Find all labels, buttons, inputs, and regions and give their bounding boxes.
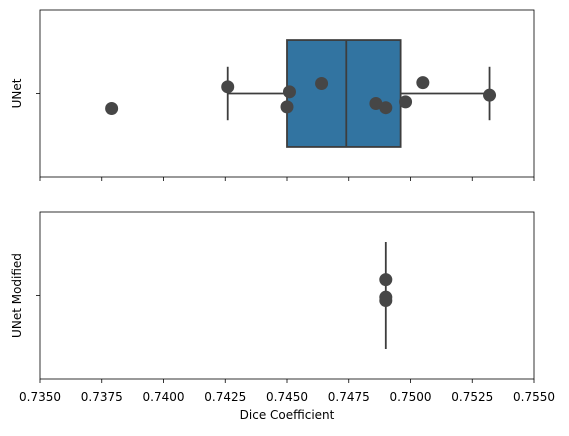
- x-tick-label: 0.7525: [451, 390, 493, 404]
- data-point: [379, 294, 393, 308]
- data-point: [399, 95, 413, 109]
- x-tick-label: 0.7550: [513, 390, 555, 404]
- y-axis-label: UNet: [10, 78, 24, 108]
- data-point: [282, 85, 296, 99]
- data-point: [379, 273, 393, 287]
- data-point: [416, 76, 430, 90]
- data-point: [280, 100, 294, 114]
- x-tick-label: 0.7400: [143, 390, 185, 404]
- x-tick-label: 0.7450: [266, 390, 308, 404]
- x-tick-label: 0.7475: [328, 390, 370, 404]
- data-point: [315, 76, 329, 90]
- x-axis-label: Dice Coefficient: [240, 408, 335, 422]
- data-point: [369, 97, 383, 111]
- iqr-box: [286, 39, 402, 148]
- x-tick-label: 0.7350: [19, 390, 61, 404]
- data-point: [221, 80, 235, 94]
- data-point: [379, 101, 393, 115]
- y-axis-label: UNet Modified: [10, 253, 24, 338]
- panel-frame: [39, 211, 535, 380]
- x-tick-label: 0.7425: [204, 390, 246, 404]
- x-tick-label: 0.7375: [81, 390, 123, 404]
- data-point: [105, 102, 119, 116]
- x-tick-label: 0.7500: [390, 390, 432, 404]
- data-point: [483, 88, 497, 102]
